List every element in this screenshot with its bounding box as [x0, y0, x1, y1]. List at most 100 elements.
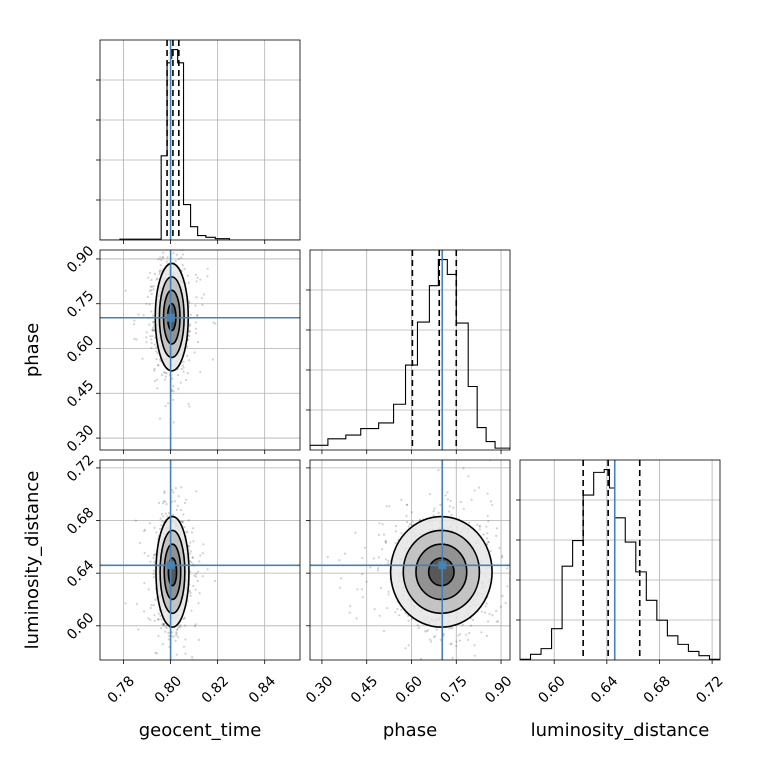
sample-point — [192, 540, 195, 543]
sample-point — [172, 635, 175, 638]
sample-point — [159, 615, 162, 618]
sample-point — [196, 276, 199, 279]
sample-point — [182, 360, 185, 364]
sample-point — [179, 625, 182, 629]
sample-point — [187, 281, 190, 284]
sample-point — [162, 251, 165, 254]
sample-point — [478, 486, 481, 489]
sample-point — [190, 561, 193, 564]
sample-point — [194, 304, 197, 307]
sample-point — [161, 256, 164, 259]
sample-point — [467, 475, 470, 478]
x-tick-label: 0.60 — [535, 673, 568, 706]
sample-point — [188, 300, 191, 303]
sample-point — [152, 569, 156, 572]
sample-point — [446, 498, 449, 501]
sample-point — [484, 605, 487, 608]
sample-point — [244, 586, 246, 588]
sample-point — [158, 236, 160, 238]
sample-point — [441, 666, 443, 668]
sample-point — [452, 506, 455, 509]
sample-point — [419, 657, 423, 660]
sample-point — [196, 570, 199, 573]
x-axis-label-luminosity_distance: luminosity_distance — [531, 720, 710, 741]
sample-point — [461, 623, 464, 626]
hist-panel-geocent_time — [96, 39, 301, 241]
sample-point — [159, 264, 162, 267]
sample-point — [382, 630, 386, 633]
sample-point — [202, 543, 205, 546]
sample-point — [182, 513, 185, 516]
sample-point — [177, 626, 180, 629]
sample-point — [450, 642, 453, 645]
sample-point — [162, 515, 165, 518]
y-tick-label: 0.60 — [64, 333, 97, 366]
sample-point — [468, 521, 471, 524]
sample-point — [186, 530, 189, 534]
sample-point — [192, 584, 195, 588]
sample-point — [172, 251, 175, 255]
sample-point — [182, 241, 184, 243]
sample-point — [501, 554, 504, 557]
panel-frame — [99, 39, 301, 241]
sample-point — [372, 557, 375, 560]
sample-point — [349, 605, 352, 608]
sample-point — [135, 338, 138, 341]
sample-point — [432, 510, 435, 513]
sample-point — [158, 247, 160, 249]
sample-point — [495, 620, 498, 623]
sample-point — [196, 314, 199, 317]
sample-point — [369, 566, 372, 569]
sample-point — [151, 328, 154, 332]
sample-point — [124, 602, 127, 605]
sample-point — [188, 545, 191, 548]
sample-point — [376, 567, 380, 570]
sample-point — [181, 520, 184, 523]
x-tick-label: 0.75 — [437, 673, 470, 706]
sample-point — [188, 330, 191, 333]
sample-point — [188, 359, 191, 362]
sample-point — [182, 366, 185, 369]
sample-point — [150, 288, 153, 292]
sample-point — [365, 580, 368, 583]
sample-point — [176, 504, 179, 507]
sample-point — [589, 575, 591, 577]
sample-point — [196, 579, 199, 583]
sample-point — [172, 491, 175, 494]
sample-point — [155, 278, 158, 281]
sample-point — [340, 577, 343, 580]
sample-point — [206, 568, 209, 571]
sample-point — [470, 498, 473, 501]
sample-point — [195, 296, 198, 299]
sample-point — [157, 364, 160, 367]
sample-point — [142, 314, 145, 317]
panel-frame — [309, 249, 511, 451]
sample-point — [176, 628, 179, 632]
sample-point — [457, 634, 460, 637]
sample-point — [450, 513, 453, 517]
sample-point — [379, 586, 382, 590]
sample-point — [149, 285, 152, 288]
sample-point — [164, 375, 167, 378]
sample-point — [156, 352, 159, 355]
sample-point — [163, 371, 166, 374]
contour-line-0 — [389, 515, 493, 628]
sample-point — [186, 372, 189, 375]
sample-point — [198, 560, 201, 563]
contour-line-0 — [155, 515, 190, 628]
sample-point — [487, 540, 490, 544]
sample-point — [152, 326, 155, 329]
sample-point — [191, 556, 194, 559]
sample-point — [213, 579, 217, 583]
sample-point — [197, 638, 200, 642]
sample-point — [498, 546, 501, 550]
sample-point — [160, 524, 163, 527]
sample-point — [193, 351, 196, 354]
sample-point — [171, 489, 174, 492]
sample-point — [157, 258, 160, 261]
sample-point — [133, 319, 136, 322]
sample-point — [146, 295, 149, 298]
sample-point — [491, 503, 494, 506]
sample-point — [398, 614, 401, 617]
sample-point — [134, 519, 137, 522]
